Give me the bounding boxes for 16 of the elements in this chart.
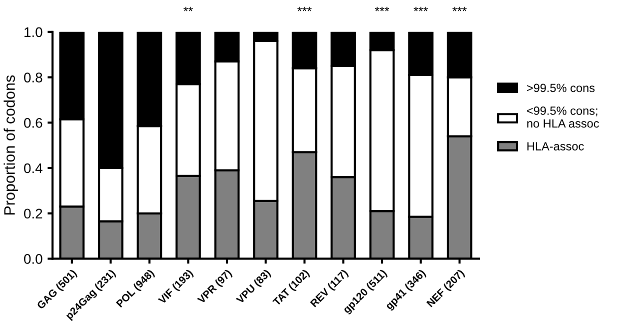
y-tick-label: 1.0 (24, 27, 42, 38)
legend-label: HLA-assoc (527, 142, 584, 150)
y-tick-label: 0.8 (24, 72, 42, 82)
y-tick-label: 0.2 (24, 208, 42, 219)
y-tick-label: 0.0 (24, 254, 42, 264)
x-tick-label: VPR (97) (196, 268, 234, 306)
annotation: *** (452, 6, 467, 12)
annotation: *** (414, 6, 428, 12)
annotation: ** (184, 6, 193, 12)
legend-label: <99.5% cons; no HLA assoc (527, 106, 599, 128)
y-tick-label: 0.6 (24, 118, 42, 128)
y-tick-label: 0.4 (24, 163, 42, 174)
y-axis-title: Proportion of codons (4, 75, 18, 215)
annotation: *** (374, 6, 390, 12)
legend-label: >99.5% cons (527, 84, 595, 92)
annotation: *** (297, 6, 312, 12)
